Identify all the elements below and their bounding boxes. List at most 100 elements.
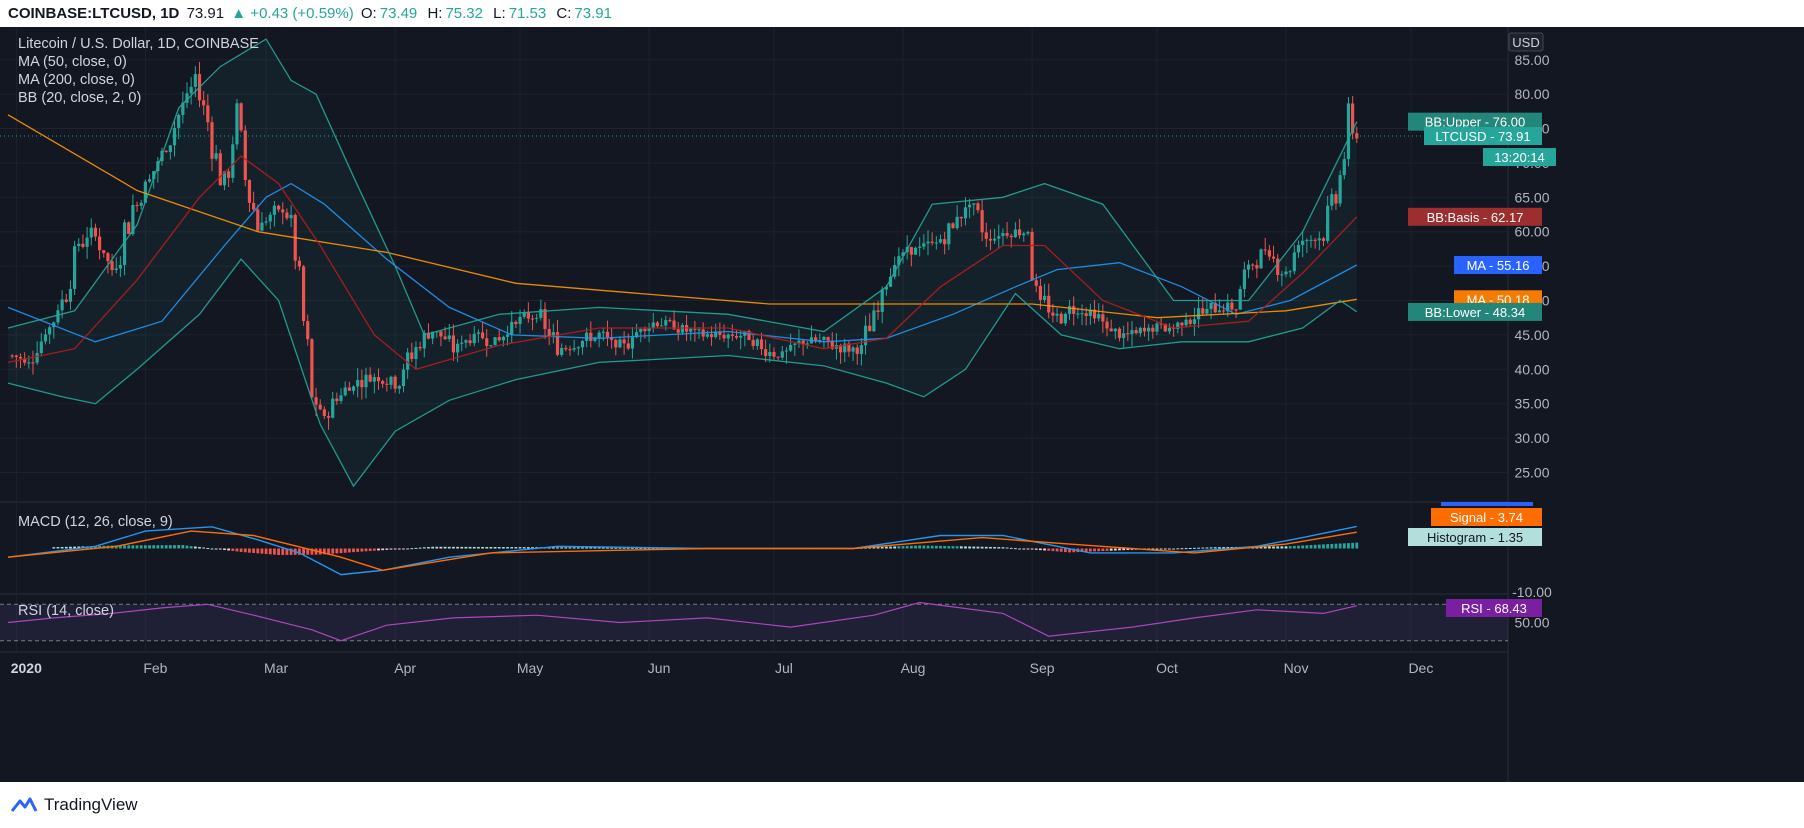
legend-ma50[interactable]: MA (50, close, 0) — [18, 54, 127, 70]
candle — [297, 256, 302, 271]
legend-bb[interactable]: BB (20, close, 2, 0) — [18, 90, 142, 106]
candle-body — [497, 337, 501, 341]
candle-body — [135, 204, 139, 206]
candle-body — [926, 241, 930, 244]
macd-histogram-bar — [1347, 543, 1350, 549]
symbol-label[interactable]: COINBASE:LTCUSD, 1D — [8, 5, 180, 22]
macd-histogram-bar — [1163, 548, 1167, 550]
candle-body — [218, 153, 222, 186]
candle-body — [397, 386, 401, 389]
candle-body — [1217, 310, 1222, 313]
candle-body — [938, 239, 943, 243]
macd-histogram-bar — [302, 548, 305, 555]
candle-body — [89, 227, 93, 238]
candle — [1342, 152, 1346, 180]
chart-canvas[interactable]: 85.0080.0075.0070.0065.0060.0055.0050.00… — [0, 27, 1804, 782]
macd-histogram-bar — [610, 547, 614, 549]
candle — [576, 346, 580, 356]
low-label: L: — [493, 5, 506, 22]
macd-histogram-bar — [1180, 548, 1184, 550]
candle-body — [601, 331, 605, 333]
candle-body — [185, 93, 189, 103]
candle — [343, 381, 347, 397]
candle-body — [901, 252, 905, 257]
macd-histogram-bar — [456, 546, 459, 549]
price-series-group[interactable] — [10, 62, 1359, 430]
macd-histogram-bar — [1168, 548, 1171, 550]
candle-body — [426, 332, 431, 339]
candle — [1330, 188, 1334, 211]
candle — [260, 212, 264, 232]
candle-body — [127, 222, 131, 235]
legend-ma200[interactable]: MA (200, close, 0) — [18, 72, 135, 88]
macd-histogram-bar — [214, 548, 218, 550]
candle — [1088, 303, 1092, 325]
candle — [880, 286, 884, 324]
candle-body — [872, 310, 876, 332]
candle-body — [672, 320, 676, 330]
candle-body — [227, 171, 231, 178]
candle-body — [364, 374, 368, 388]
candle — [276, 204, 281, 213]
candle-body — [1255, 264, 1259, 269]
x-tick-label: Aug — [901, 660, 926, 676]
candle-body — [597, 332, 601, 338]
candle-body — [859, 345, 863, 354]
candle-body — [739, 335, 743, 338]
macd-histogram-bar — [98, 545, 101, 549]
candle — [185, 82, 189, 109]
macd-histogram-bar — [1280, 546, 1284, 549]
macd-histogram-bar — [73, 546, 77, 549]
macd-histogram-bar — [531, 547, 534, 549]
chart-legend-title[interactable]: Litecoin / U.S. Dollar, 1D, COINBASE — [18, 36, 259, 52]
macd-histogram-bar — [1334, 543, 1338, 549]
macd-histogram-bar — [143, 545, 147, 549]
candle — [35, 341, 39, 365]
candle-body — [206, 105, 210, 123]
candle — [1267, 245, 1271, 261]
candle-body — [268, 214, 272, 222]
macd-pane[interactable] — [7, 525, 1359, 576]
macd-histogram-bar — [339, 548, 343, 554]
macd-histogram-bar — [639, 547, 643, 549]
macd-histogram-bar — [635, 547, 639, 549]
tradingview-logo-icon[interactable] — [10, 795, 38, 815]
candle — [514, 320, 518, 328]
macd-histogram-bar — [984, 546, 988, 549]
candle-body — [1346, 103, 1351, 160]
candle-body — [1251, 264, 1255, 266]
price-tag-bg — [1424, 127, 1542, 146]
candle-body — [1034, 280, 1038, 286]
macd-histogram-bar — [597, 547, 601, 549]
candle-body — [1305, 240, 1309, 242]
candle-body — [1122, 333, 1126, 338]
candle — [397, 384, 401, 394]
candle — [455, 339, 460, 363]
legend-macd[interactable]: MACD (12, 26, close, 9) — [18, 514, 173, 530]
candle-body — [1130, 330, 1134, 335]
candle — [414, 341, 418, 370]
candle — [272, 200, 277, 227]
candle — [10, 354, 14, 359]
candle — [368, 367, 372, 383]
candle — [1184, 312, 1188, 328]
candle-body — [489, 345, 493, 347]
candle-body — [1088, 309, 1092, 316]
macd-histogram-bar — [356, 548, 360, 552]
candle — [759, 332, 764, 356]
macd-histogram-bar — [1014, 548, 1017, 550]
symbol-header: COINBASE:LTCUSD, 1D 73.91 ▲ +0.43 (+0.59… — [0, 0, 1804, 27]
candle-body — [614, 339, 618, 348]
candle — [693, 320, 697, 342]
legend-rsi[interactable]: RSI (14, close) — [18, 603, 114, 619]
macd-histogram-bar — [631, 547, 634, 549]
candle-body — [77, 243, 81, 247]
candle — [77, 238, 81, 252]
tradingview-brand[interactable]: TradingView — [44, 795, 138, 814]
close-label: C: — [556, 5, 572, 22]
price-tag-text: BB:Upper - 76.00 — [1425, 115, 1525, 130]
rsi-pane[interactable] — [0, 601, 1508, 642]
macd-histogram-bar — [1317, 544, 1321, 549]
price-tag-bg — [1408, 528, 1542, 546]
candle-body — [1030, 232, 1034, 281]
